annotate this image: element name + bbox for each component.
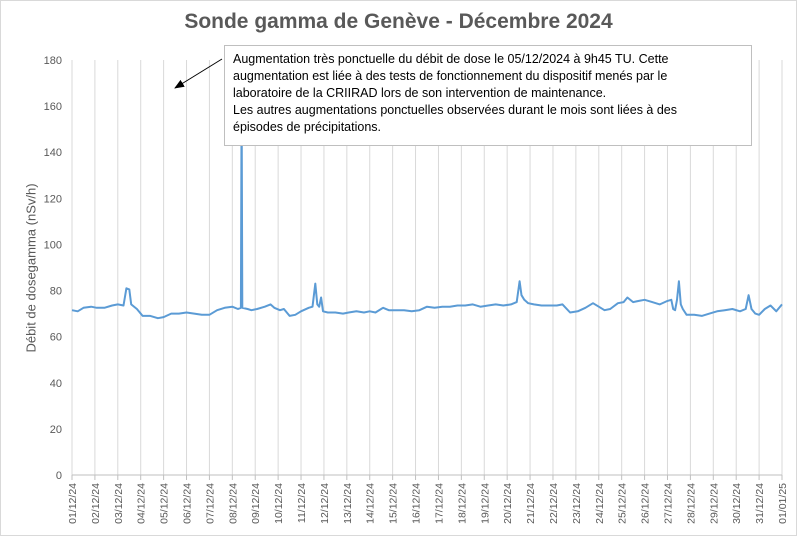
annotation-line: augmentation est liée à des tests de fon… <box>233 69 668 83</box>
annotation-arrow <box>174 58 223 89</box>
y-tick-label: 160 <box>44 101 62 113</box>
annotation-line: laboratoire de la CRIIRAD lors de son in… <box>233 86 607 100</box>
x-tick-label: 31/12/24 <box>754 483 766 524</box>
y-tick-label: 180 <box>44 55 62 67</box>
series-line <box>71 95 783 320</box>
x-tick-label: 16/12/24 <box>411 483 423 524</box>
y-tick-label: 0 <box>56 470 62 482</box>
x-tick-label: 09/12/24 <box>250 483 262 524</box>
x-tick-label: 24/12/24 <box>594 483 606 524</box>
x-tick-label: 27/12/24 <box>662 483 674 524</box>
x-tick-label: 18/12/24 <box>456 483 468 524</box>
x-tick-label: 29/12/24 <box>708 483 720 524</box>
x-tick-label: 25/12/24 <box>617 483 629 524</box>
x-tick-label: 05/12/24 <box>159 483 171 524</box>
y-tick-label: 20 <box>50 424 62 436</box>
x-tick-label: 30/12/24 <box>731 483 743 524</box>
annotation-line: épisodes de précipitations. <box>233 120 382 134</box>
x-tick-label: 20/12/24 <box>502 483 514 524</box>
x-tick-label: 17/12/24 <box>433 483 445 524</box>
annotation-box: Augmentation très ponctuelle du débit de… <box>224 45 752 146</box>
y-tick-label: 120 <box>44 193 62 205</box>
chart-title: Sonde gamma de Genève - Décembre 2024 <box>184 10 613 33</box>
y-tick-label: 140 <box>44 147 62 159</box>
x-tick-label: 08/12/24 <box>227 483 239 524</box>
y-tick-label: 60 <box>50 332 62 344</box>
x-tick-label: 03/12/24 <box>113 483 125 524</box>
x-tick-label: 01/12/24 <box>67 483 79 524</box>
x-tick-label: 19/12/24 <box>479 483 491 524</box>
x-tick-label: 14/12/24 <box>365 483 377 524</box>
x-tick-label: 21/12/24 <box>525 483 537 524</box>
x-tick-label: 28/12/24 <box>685 483 697 524</box>
annotation-line: Les autres augmentations ponctuelles obs… <box>233 103 678 117</box>
x-tick-label: 02/12/24 <box>90 483 102 524</box>
x-tick-label: 01/01/25 <box>777 483 789 524</box>
y-tick-label: 80 <box>50 286 62 298</box>
x-tick-label: 12/12/24 <box>319 483 331 524</box>
x-tick-label: 10/12/24 <box>273 483 285 524</box>
x-tick-label: 26/12/24 <box>640 483 652 524</box>
y-tick-label: 40 <box>50 378 62 390</box>
x-tick-label: 22/12/24 <box>548 483 560 524</box>
annotation-line: Augmentation très ponctuelle du débit de… <box>233 52 669 66</box>
x-tick-label: 07/12/24 <box>204 483 216 524</box>
x-tick-label: 04/12/24 <box>136 483 148 524</box>
x-tick-label: 23/12/24 <box>571 483 583 524</box>
y-tick-label: 100 <box>44 239 62 251</box>
x-tick-label: 11/12/24 <box>296 483 308 523</box>
x-tick-label: 15/12/24 <box>388 483 400 524</box>
x-tick-label: 06/12/24 <box>182 483 194 524</box>
x-tick-label: 13/12/24 <box>342 483 354 524</box>
